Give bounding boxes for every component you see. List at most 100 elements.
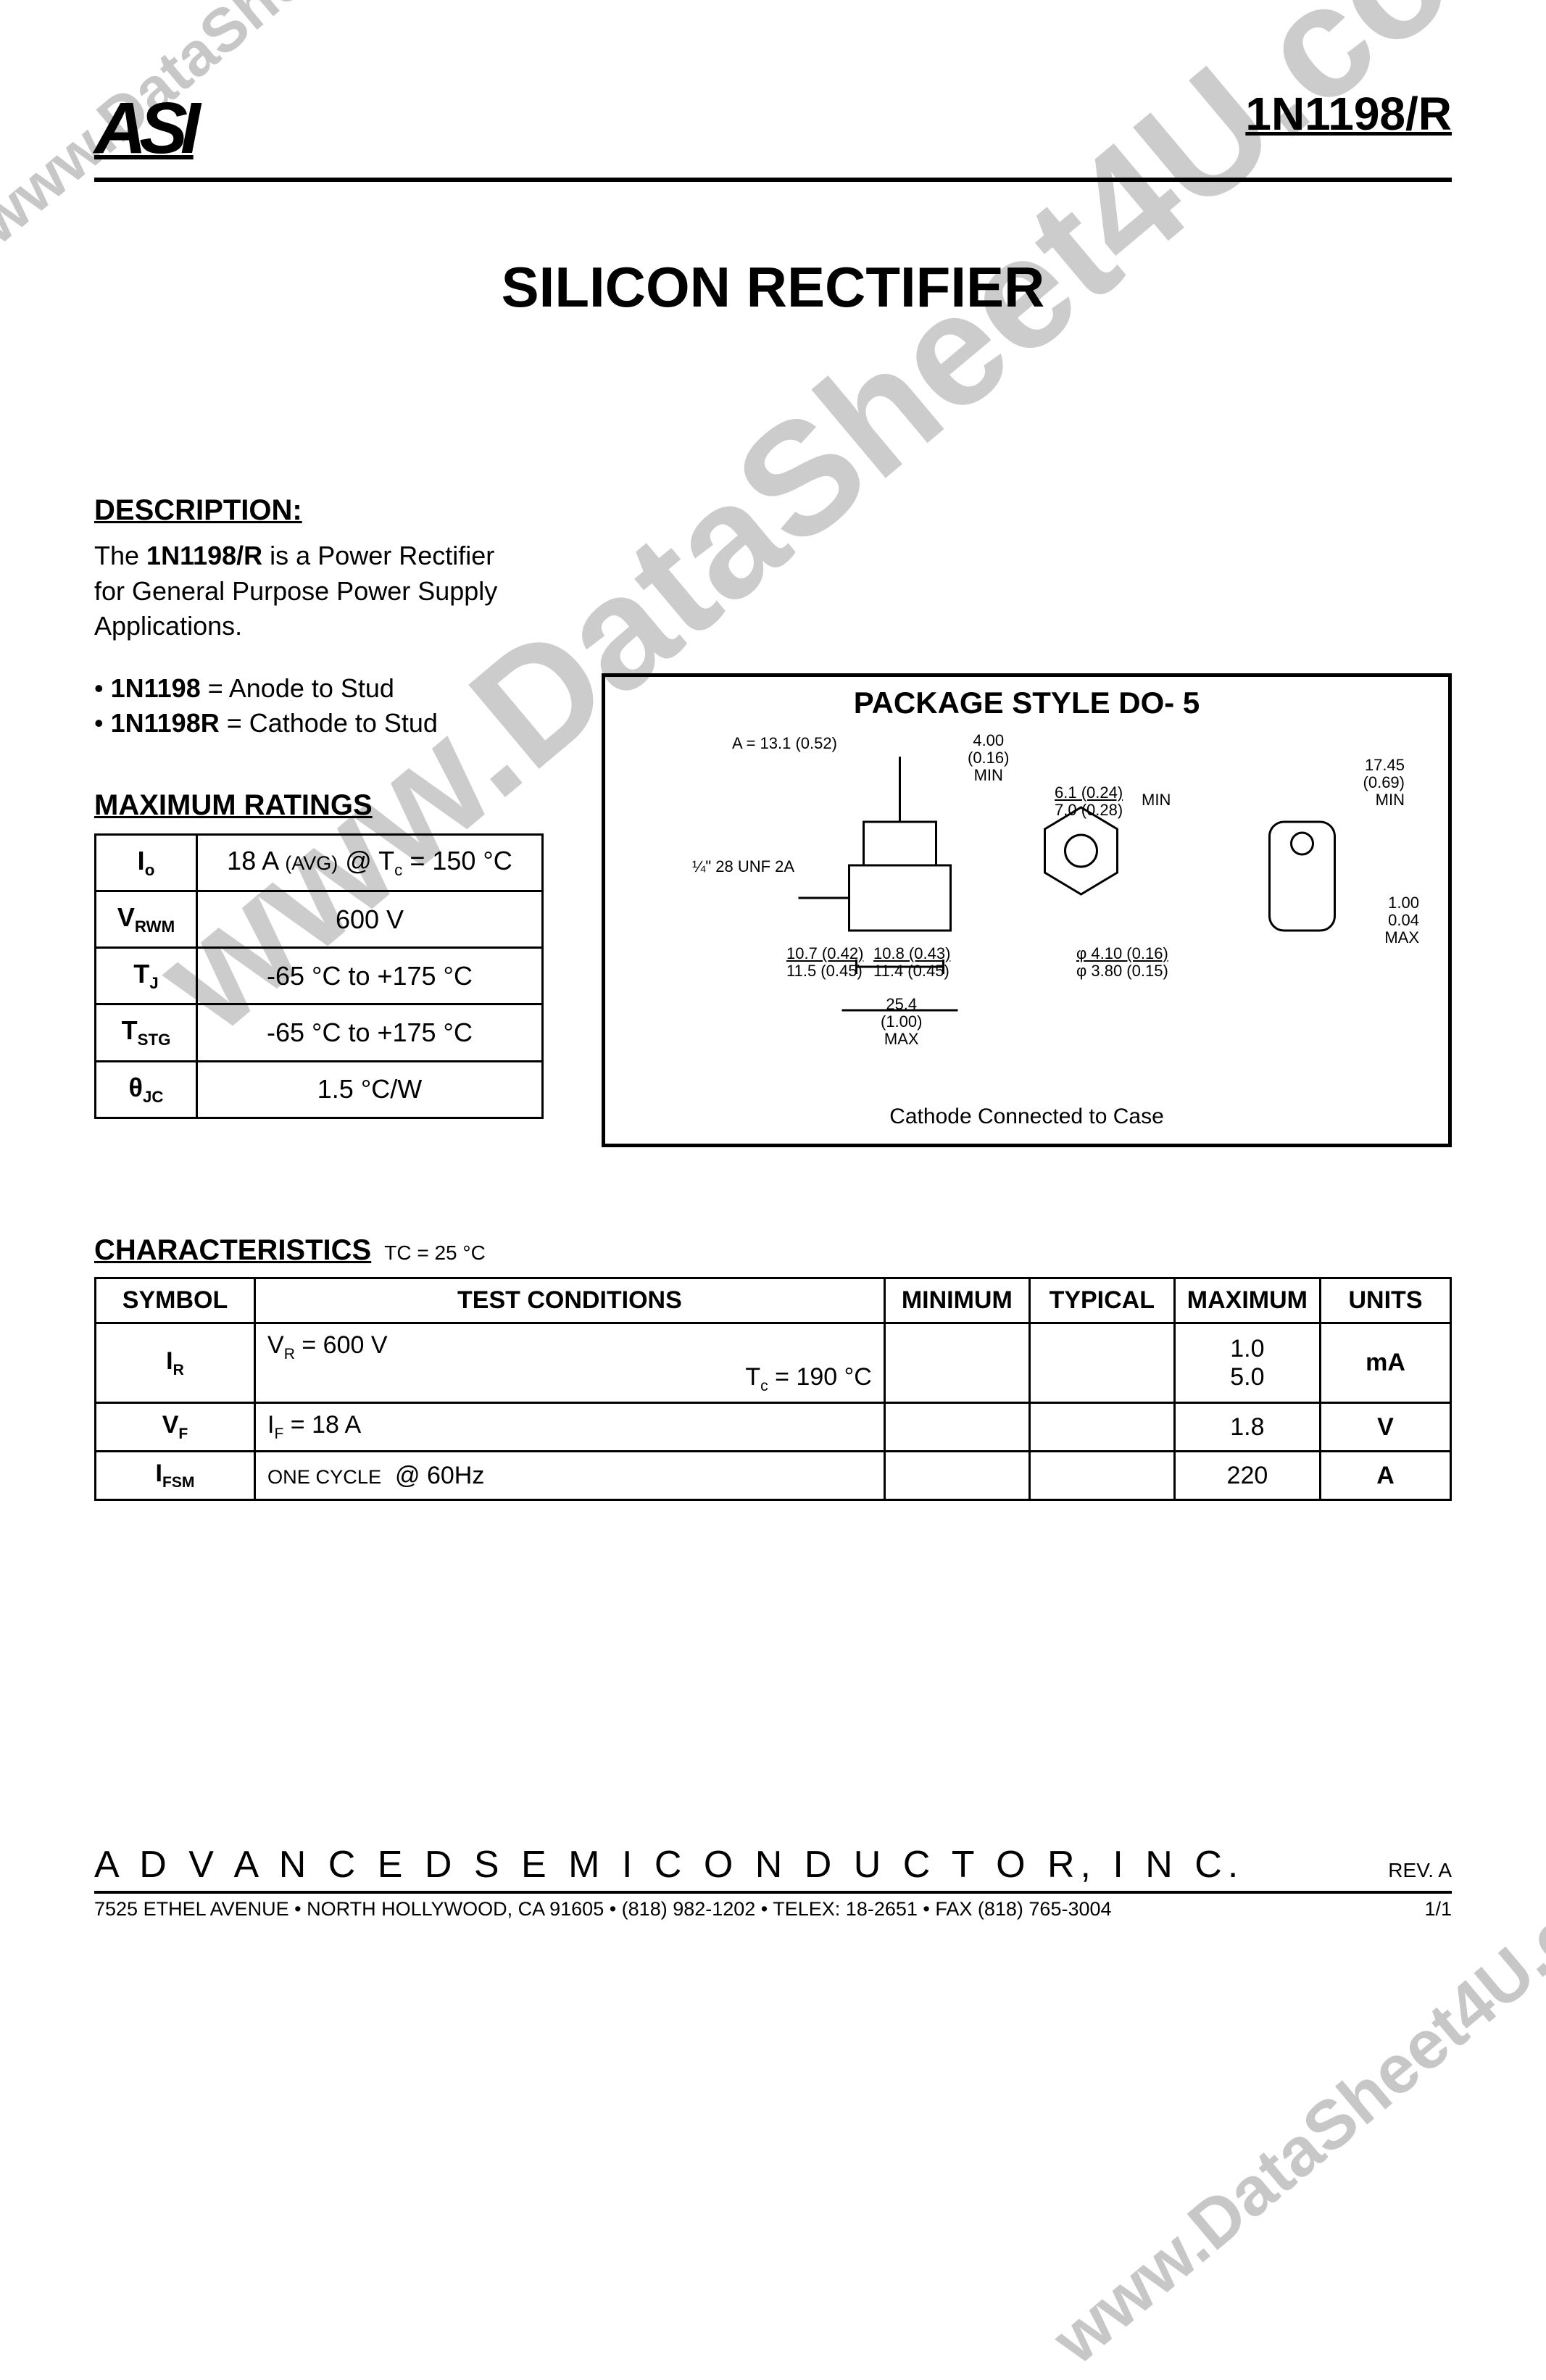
char-symbol: VF [96,1403,255,1452]
ratings-row: θJC1.5 °C/W [96,1061,543,1118]
char-max: 1.8 [1174,1403,1320,1452]
char-header-cell: TYPICAL [1029,1278,1174,1323]
desc-partnum-bold: 1N1198/R [146,541,262,570]
ratings-value: 18 A (AVG) @ Tc = 150 °C [197,834,543,891]
pkg-lugw1: 1.00 [1388,894,1419,912]
pkg-hex2: (0.69) [1363,773,1405,791]
bullet-1n1198: • 1N1198 = Anode to Stud [94,673,558,704]
desc-line2: for General Purpose Power Supply [94,576,497,606]
char-header-row: SYMBOLTEST CONDITIONSMINIMUMTYPICALMAXIM… [96,1278,1451,1323]
package-box: PACKAGE STYLE DO- 5 [602,673,1452,1147]
footer: A D V A N C E D S E M I C O N D U C T O … [94,1843,1452,1921]
ratings-value: -65 °C to +175 °C [197,1004,543,1061]
logo-text: ASI [94,87,194,170]
char-unit: V [1321,1403,1451,1452]
pkg-width3: MAX [884,1030,919,1048]
pkg-top-min: 4.00 (0.16) MIN [968,732,1009,785]
char-min [884,1323,1029,1403]
ratings-value: -65 °C to +175 °C [197,948,543,1004]
pkg-width1: 25.4 [886,995,917,1013]
document-title: SILICON RECTIFIER [94,254,1452,320]
package-drawing: A = 13.1 (0.52) 4.00 (0.16) MIN 6.1 (0.2… [605,728,1448,1104]
char-row: VFIF = 18 A 1.8V [96,1403,1451,1452]
desc-line1b: is a Power Rectifier [262,541,494,570]
char-max: 1.05.0 [1174,1323,1320,1403]
footer-company: A D V A N C E D S E M I C O N D U C T O … [94,1843,1244,1886]
pkg-width2: (1.00) [881,1012,922,1031]
pkg-top-min2: (0.16) [968,749,1009,767]
ratings-row: TSTG-65 °C to +175 °C [96,1004,543,1061]
ratings-symbol: VRWM [96,891,197,947]
char-unit: A [1321,1452,1451,1500]
ratings-row: VRWM600 V [96,891,543,947]
ratings-heading: MAXIMUM RATINGS [94,789,558,822]
package-caption: Cathode Connected to Case [605,1104,1448,1144]
char-header-cell: UNITS [1321,1278,1451,1323]
desc-line1a: The [94,541,146,570]
bullet1-rest: = Anode to Stud [201,673,394,703]
footer-company-row: A D V A N C E D S E M I C O N D U C T O … [94,1843,1452,1894]
pkg-right2: 7.0 (0.28) [1055,801,1123,819]
two-column-region: • 1N1198 = Anode to Stud • 1N1198R = Cat… [94,673,1452,1147]
characteristics-condition: TC = 25 °C [384,1241,486,1265]
bullet1-bold: 1N1198 [111,673,201,703]
pkg-thread: ¼" 28 UNF 2A [692,858,794,875]
pkg-bot1: 10.7 (0.42) [786,944,863,962]
pkg-bot3: 10.8 (0.43) [873,944,950,962]
char-symbol: IR [96,1323,255,1403]
ratings-symbol: θJC [96,1061,197,1118]
pkg-lugw3: MAX [1384,928,1419,946]
char-condition: IF = 18 A [255,1403,885,1452]
char-condition: ONE CYCLE @ 60Hz [255,1452,885,1500]
char-unit: mA [1321,1323,1451,1403]
pkg-top-min3: MIN [974,766,1003,784]
pkg-top-min1: 4.00 [973,731,1004,749]
pkg-width: 25.4 (1.00) MAX [881,996,922,1049]
ratings-value: 1.5 °C/W [197,1061,543,1118]
char-typ [1029,1452,1174,1500]
char-symbol: IFSM [96,1452,255,1500]
characteristics-heading-row: CHARACTERISTICS TC = 25 °C [94,1234,1452,1267]
package-svg [605,728,1448,1104]
pkg-lugw2: 0.04 [1388,911,1419,929]
ratings-row: TJ-65 °C to +175 °C [96,948,543,1004]
bullet2-rest: = Cathode to Stud [220,708,438,738]
pkg-lug-dia: φ 4.10 (0.16) φ 3.80 (0.15) [1076,945,1168,980]
pkg-bot2: 11.5 (0.45) [786,962,863,980]
right-column: PACKAGE STYLE DO- 5 [602,673,1452,1147]
ratings-symbol: TJ [96,948,197,1004]
ratings-table: Io18 A (AVG) @ Tc = 150 °CVRWM600 VTJ-65… [94,833,544,1119]
pkg-bot4: 11.4 (0.45) [873,962,949,980]
header-row: ASI 1N1198/R [94,87,1452,182]
description-heading: DESCRIPTION: [94,494,1452,527]
pkg-bot-right: 10.8 (0.43) 11.4 (0.45) [873,945,950,980]
pkg-hex-dims: 17.45 (0.69) MIN [1363,757,1405,810]
characteristics-heading: CHARACTERISTICS [94,1234,371,1267]
footer-address: 7525 ETHEL AVENUE • NORTH HOLLYWOOD, CA … [94,1898,1112,1921]
char-header-cell: MAXIMUM [1174,1278,1320,1323]
description-text: The 1N1198/R is a Power Rectifier for Ge… [94,538,1452,644]
characteristics-table: SYMBOLTEST CONDITIONSMINIMUMTYPICALMAXIM… [94,1277,1452,1501]
pkg-right1: 6.1 (0.24) [1055,783,1123,802]
variant-bullets: • 1N1198 = Anode to Stud • 1N1198R = Cat… [94,673,558,738]
ratings-symbol: Io [96,834,197,891]
bullet-1n1198r: • 1N1198R = Cathode to Stud [94,708,558,738]
char-min [884,1452,1029,1500]
pkg-hex1: 17.45 [1365,756,1405,774]
pkg-lug1: φ 4.10 (0.16) [1076,944,1168,962]
pkg-dim-a: A = 13.1 (0.52) [732,735,837,752]
part-number: 1N1198/R [1245,87,1452,141]
char-min [884,1403,1029,1452]
char-typ [1029,1403,1174,1452]
pkg-right-min: MIN [1142,791,1171,809]
logo: ASI [94,87,194,170]
package-title: PACKAGE STYLE DO- 5 [605,677,1448,728]
pkg-bot-left: 10.7 (0.42) 11.5 (0.45) [786,945,863,980]
char-header-cell: TEST CONDITIONS [255,1278,885,1323]
footer-rev: REV. A [1388,1859,1452,1882]
char-row: IRVR = 600 VTc = 190 °C1.05.0mA [96,1323,1451,1403]
footer-page: 1/1 [1424,1898,1452,1921]
char-max: 220 [1174,1452,1320,1500]
ratings-symbol: TSTG [96,1004,197,1061]
pkg-hex3: MIN [1376,791,1405,809]
